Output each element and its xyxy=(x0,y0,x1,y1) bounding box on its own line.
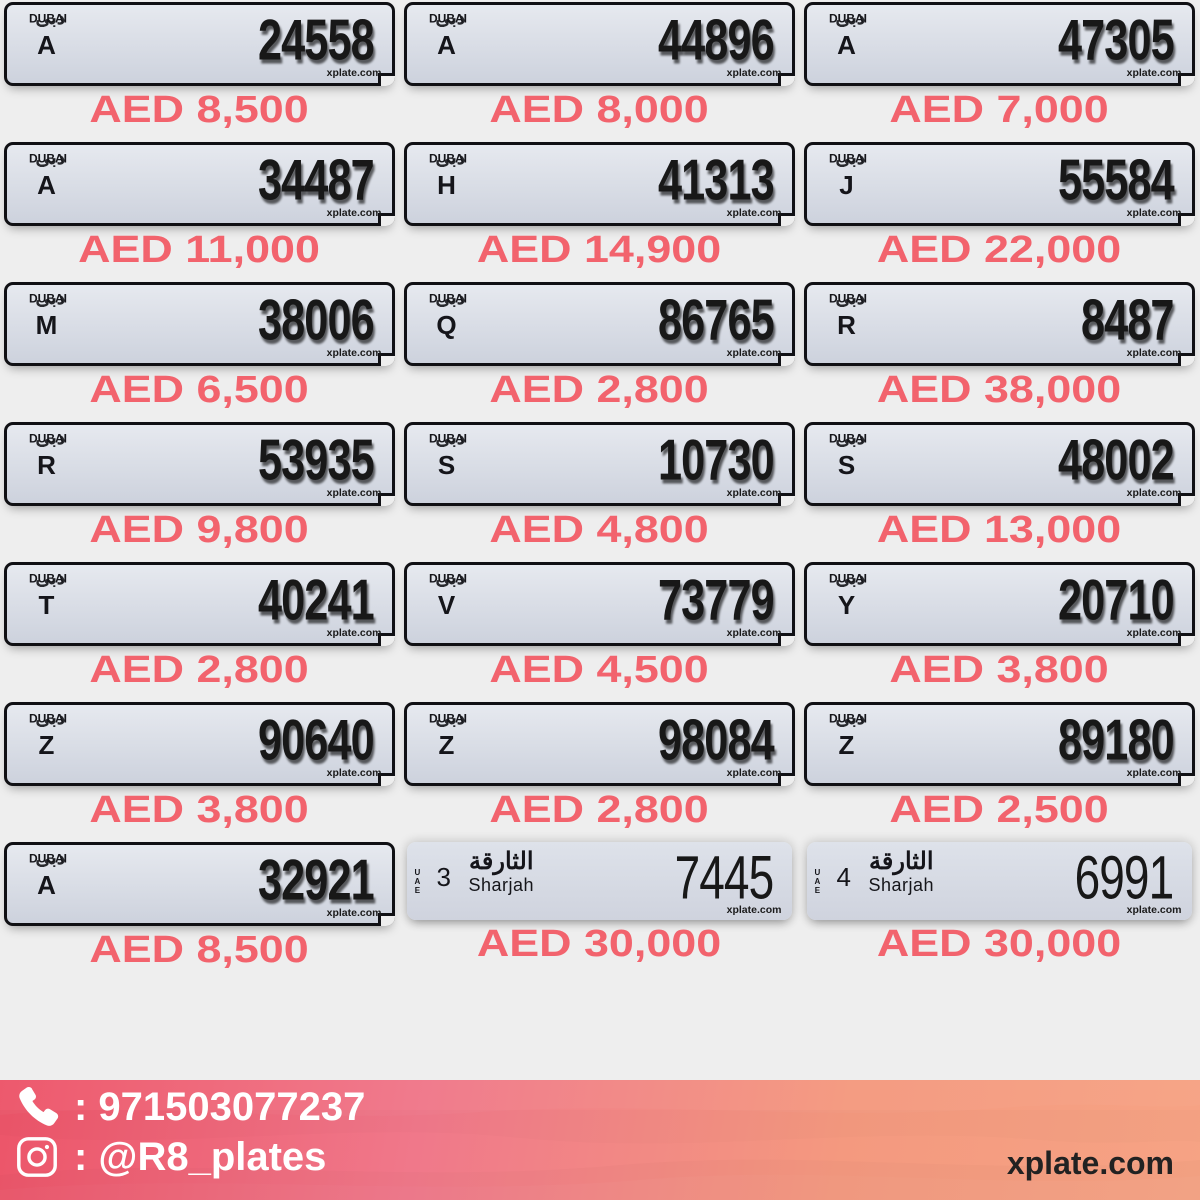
svg-text:DUBAI: DUBAI xyxy=(429,712,467,726)
svg-text:DUBAI: DUBAI xyxy=(29,152,67,166)
svg-text:DUBAI: DUBAI xyxy=(29,292,67,306)
svg-text:DUBAI: DUBAI xyxy=(429,12,467,26)
svg-text:DUBAI: DUBAI xyxy=(829,572,867,586)
svg-text:DUBAI: DUBAI xyxy=(429,432,467,446)
svg-text:DUBAI: DUBAI xyxy=(429,572,467,586)
svg-text:DUBAI: DUBAI xyxy=(429,152,467,166)
svg-text:DUBAI: DUBAI xyxy=(829,432,867,446)
svg-text:DUBAI: DUBAI xyxy=(29,572,67,586)
svg-text:DUBAI: DUBAI xyxy=(829,292,867,306)
svg-text:DUBAI: DUBAI xyxy=(29,852,67,866)
svg-text:DUBAI: DUBAI xyxy=(29,12,67,26)
svg-text:DUBAI: DUBAI xyxy=(429,292,467,306)
svg-text:DUBAI: DUBAI xyxy=(829,12,867,26)
svg-text:DUBAI: DUBAI xyxy=(829,152,867,166)
svg-text:DUBAI: DUBAI xyxy=(829,712,867,726)
svg-text:DUBAI: DUBAI xyxy=(29,432,67,446)
svg-text:DUBAI: DUBAI xyxy=(29,712,67,726)
